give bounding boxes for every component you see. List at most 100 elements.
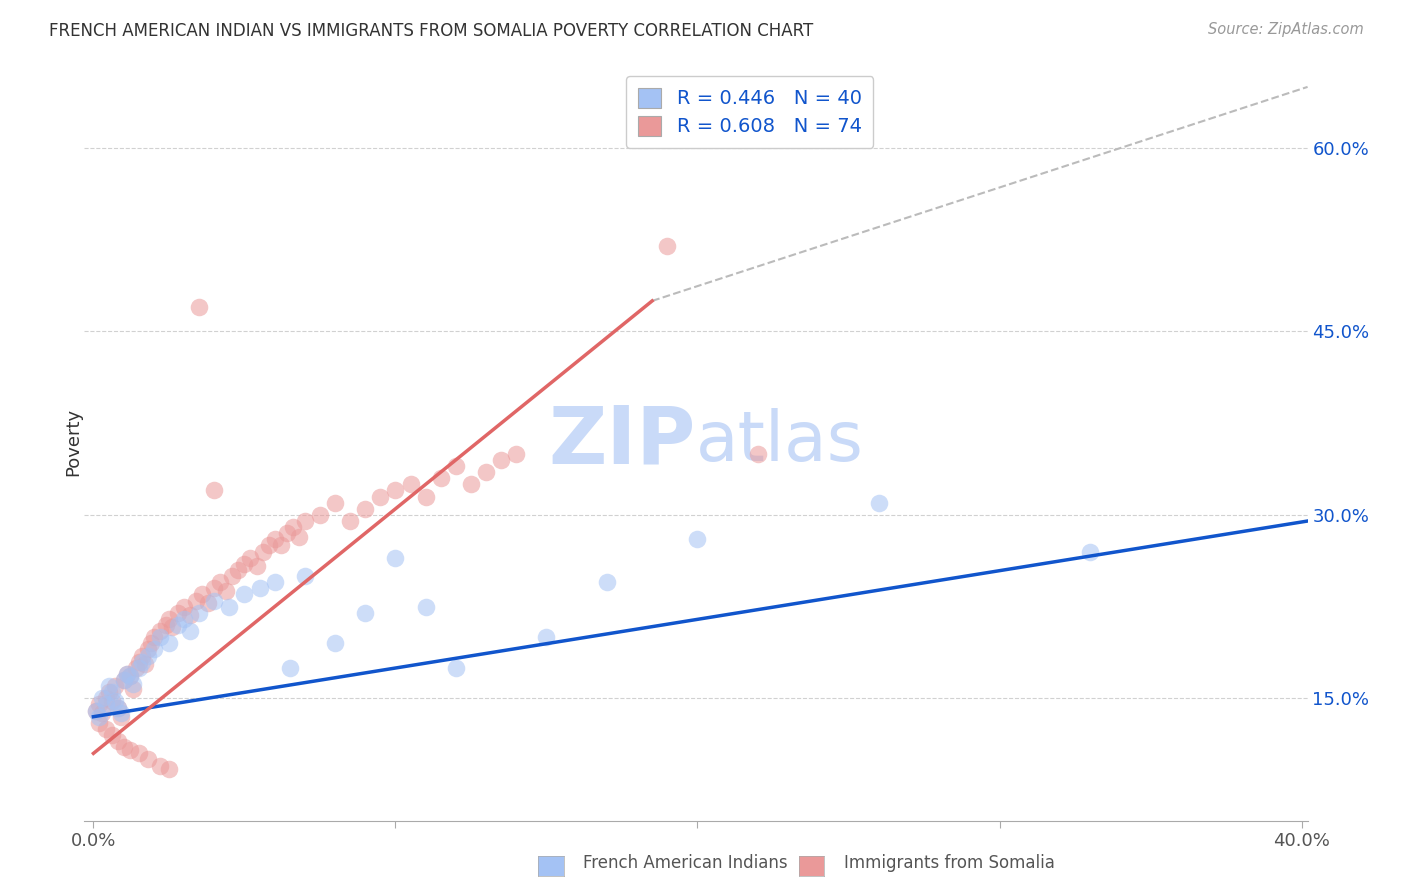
Point bbox=[142, 642, 165, 657]
Point bbox=[188, 300, 211, 314]
Point bbox=[112, 673, 135, 687]
Point bbox=[107, 701, 129, 715]
Point bbox=[110, 709, 132, 723]
Point bbox=[239, 550, 262, 565]
Point bbox=[202, 593, 225, 607]
Point bbox=[139, 636, 162, 650]
Point bbox=[112, 673, 135, 687]
Point bbox=[94, 698, 117, 712]
Point bbox=[173, 612, 195, 626]
Point bbox=[142, 630, 165, 644]
Point bbox=[202, 582, 225, 596]
Point bbox=[125, 661, 148, 675]
Point bbox=[505, 447, 527, 461]
Point bbox=[136, 642, 159, 657]
Point bbox=[309, 508, 332, 522]
Point bbox=[323, 496, 346, 510]
Text: atlas: atlas bbox=[696, 408, 863, 475]
Point bbox=[100, 728, 122, 742]
Point bbox=[323, 636, 346, 650]
Point bbox=[475, 465, 498, 479]
Point bbox=[91, 691, 114, 706]
Point bbox=[354, 606, 377, 620]
Point bbox=[121, 681, 143, 696]
Point bbox=[118, 669, 141, 683]
Point bbox=[444, 661, 467, 675]
Point bbox=[89, 698, 111, 712]
Point bbox=[91, 706, 114, 720]
Point bbox=[233, 557, 256, 571]
Point bbox=[115, 666, 138, 681]
Point bbox=[173, 599, 195, 614]
Point bbox=[100, 694, 122, 708]
Point bbox=[281, 520, 304, 534]
Text: Source: ZipAtlas.com: Source: ZipAtlas.com bbox=[1208, 22, 1364, 37]
Point bbox=[134, 657, 156, 672]
Text: FRENCH AMERICAN INDIAN VS IMMIGRANTS FROM SOMALIA POVERTY CORRELATION CHART: FRENCH AMERICAN INDIAN VS IMMIGRANTS FRO… bbox=[49, 22, 814, 40]
Point bbox=[131, 648, 153, 663]
Point bbox=[278, 661, 301, 675]
Point bbox=[370, 490, 392, 504]
Point bbox=[294, 514, 316, 528]
Point bbox=[460, 477, 482, 491]
Point bbox=[149, 624, 172, 639]
Point bbox=[110, 706, 132, 720]
Point bbox=[384, 550, 406, 565]
Point bbox=[149, 758, 172, 772]
Point bbox=[1078, 544, 1101, 558]
Point bbox=[249, 582, 271, 596]
Point bbox=[131, 655, 153, 669]
Y-axis label: Poverty: Poverty bbox=[65, 408, 82, 475]
Point bbox=[245, 559, 267, 574]
Point bbox=[536, 630, 558, 644]
Point bbox=[86, 704, 108, 718]
Point bbox=[294, 569, 316, 583]
Point bbox=[868, 496, 890, 510]
Point bbox=[100, 685, 122, 699]
Point bbox=[188, 606, 211, 620]
Point bbox=[596, 575, 619, 590]
Point bbox=[221, 569, 243, 583]
Point bbox=[270, 539, 292, 553]
Point bbox=[86, 704, 108, 718]
Point bbox=[121, 676, 143, 690]
Point bbox=[97, 679, 120, 693]
Point bbox=[89, 709, 111, 723]
Point bbox=[233, 587, 256, 601]
Point bbox=[136, 752, 159, 766]
Point bbox=[94, 722, 117, 736]
Point bbox=[115, 666, 138, 681]
Point bbox=[252, 544, 274, 558]
Point bbox=[429, 471, 451, 485]
Point bbox=[136, 648, 159, 663]
Text: French American Indians: French American Indians bbox=[583, 855, 789, 872]
Point bbox=[179, 608, 201, 623]
Point bbox=[415, 599, 437, 614]
Point bbox=[107, 701, 129, 715]
Point bbox=[415, 490, 437, 504]
Point bbox=[179, 624, 201, 639]
Point bbox=[167, 606, 190, 620]
Point bbox=[157, 636, 180, 650]
Point bbox=[149, 630, 172, 644]
Point bbox=[118, 669, 141, 683]
Point bbox=[107, 734, 129, 748]
Point bbox=[399, 477, 422, 491]
Point bbox=[112, 740, 135, 755]
Point bbox=[118, 742, 141, 756]
Point bbox=[209, 575, 232, 590]
Text: Immigrants from Somalia: Immigrants from Somalia bbox=[844, 855, 1054, 872]
Point bbox=[103, 694, 125, 708]
Point bbox=[339, 514, 361, 528]
Point bbox=[444, 458, 467, 473]
Point bbox=[202, 483, 225, 498]
Point bbox=[288, 530, 311, 544]
Point bbox=[747, 447, 769, 461]
Point bbox=[157, 612, 180, 626]
Point bbox=[160, 620, 183, 634]
Point bbox=[197, 596, 219, 610]
Point bbox=[128, 661, 150, 675]
Point bbox=[228, 563, 250, 577]
Point bbox=[263, 575, 285, 590]
Point bbox=[489, 453, 512, 467]
